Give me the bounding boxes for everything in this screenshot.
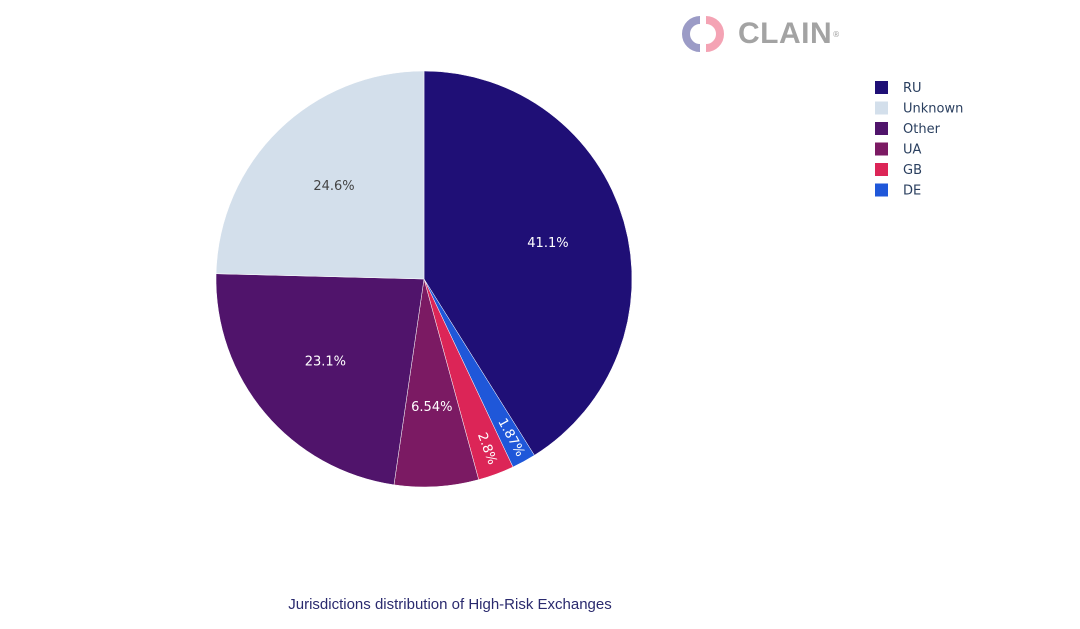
legend-label: Unknown: [903, 102, 963, 117]
slice-label-unknown: 24.6%: [313, 179, 354, 194]
legend-item-other[interactable]: Other: [875, 122, 941, 137]
logo-text: CLAIN: [738, 17, 833, 50]
legend-label: Other: [903, 122, 941, 137]
legend-item-unknown[interactable]: Unknown: [875, 101, 963, 117]
legend-label: DE: [903, 184, 921, 199]
legend-swatch: [875, 183, 888, 197]
legend-label: GB: [903, 163, 922, 178]
logo-icon: [682, 16, 724, 52]
legend-swatch: [875, 163, 888, 176]
legend-item-gb[interactable]: GB: [875, 163, 922, 178]
clain-logo: CLAIN ®: [676, 14, 840, 54]
legend-swatch: [875, 122, 888, 135]
slice-label-ru: 41.1%: [527, 236, 568, 251]
legend-item-de[interactable]: DE: [875, 183, 921, 199]
registered-mark: ®: [832, 29, 841, 39]
legend: RU Unknown Other UA GB DE: [875, 81, 963, 199]
slice-label-ua: 6.54%: [411, 400, 452, 415]
legend-swatch: [875, 142, 888, 156]
pie-slice-ru[interactable]: [423, 70, 633, 456]
legend-swatch: [875, 101, 888, 115]
legend-item-ua[interactable]: UA: [875, 142, 922, 158]
legend-label: UA: [903, 143, 922, 158]
pie-slice-other[interactable]: [215, 273, 425, 486]
legend-swatch: [875, 81, 888, 94]
legend-label: RU: [903, 81, 922, 96]
chart-title: Jurisdictions distribution of High-Risk …: [288, 596, 612, 613]
slice-label-other: 23.1%: [305, 355, 346, 370]
pie-slice-unknown[interactable]: [215, 70, 425, 280]
legend-item-ru[interactable]: RU: [875, 81, 922, 96]
